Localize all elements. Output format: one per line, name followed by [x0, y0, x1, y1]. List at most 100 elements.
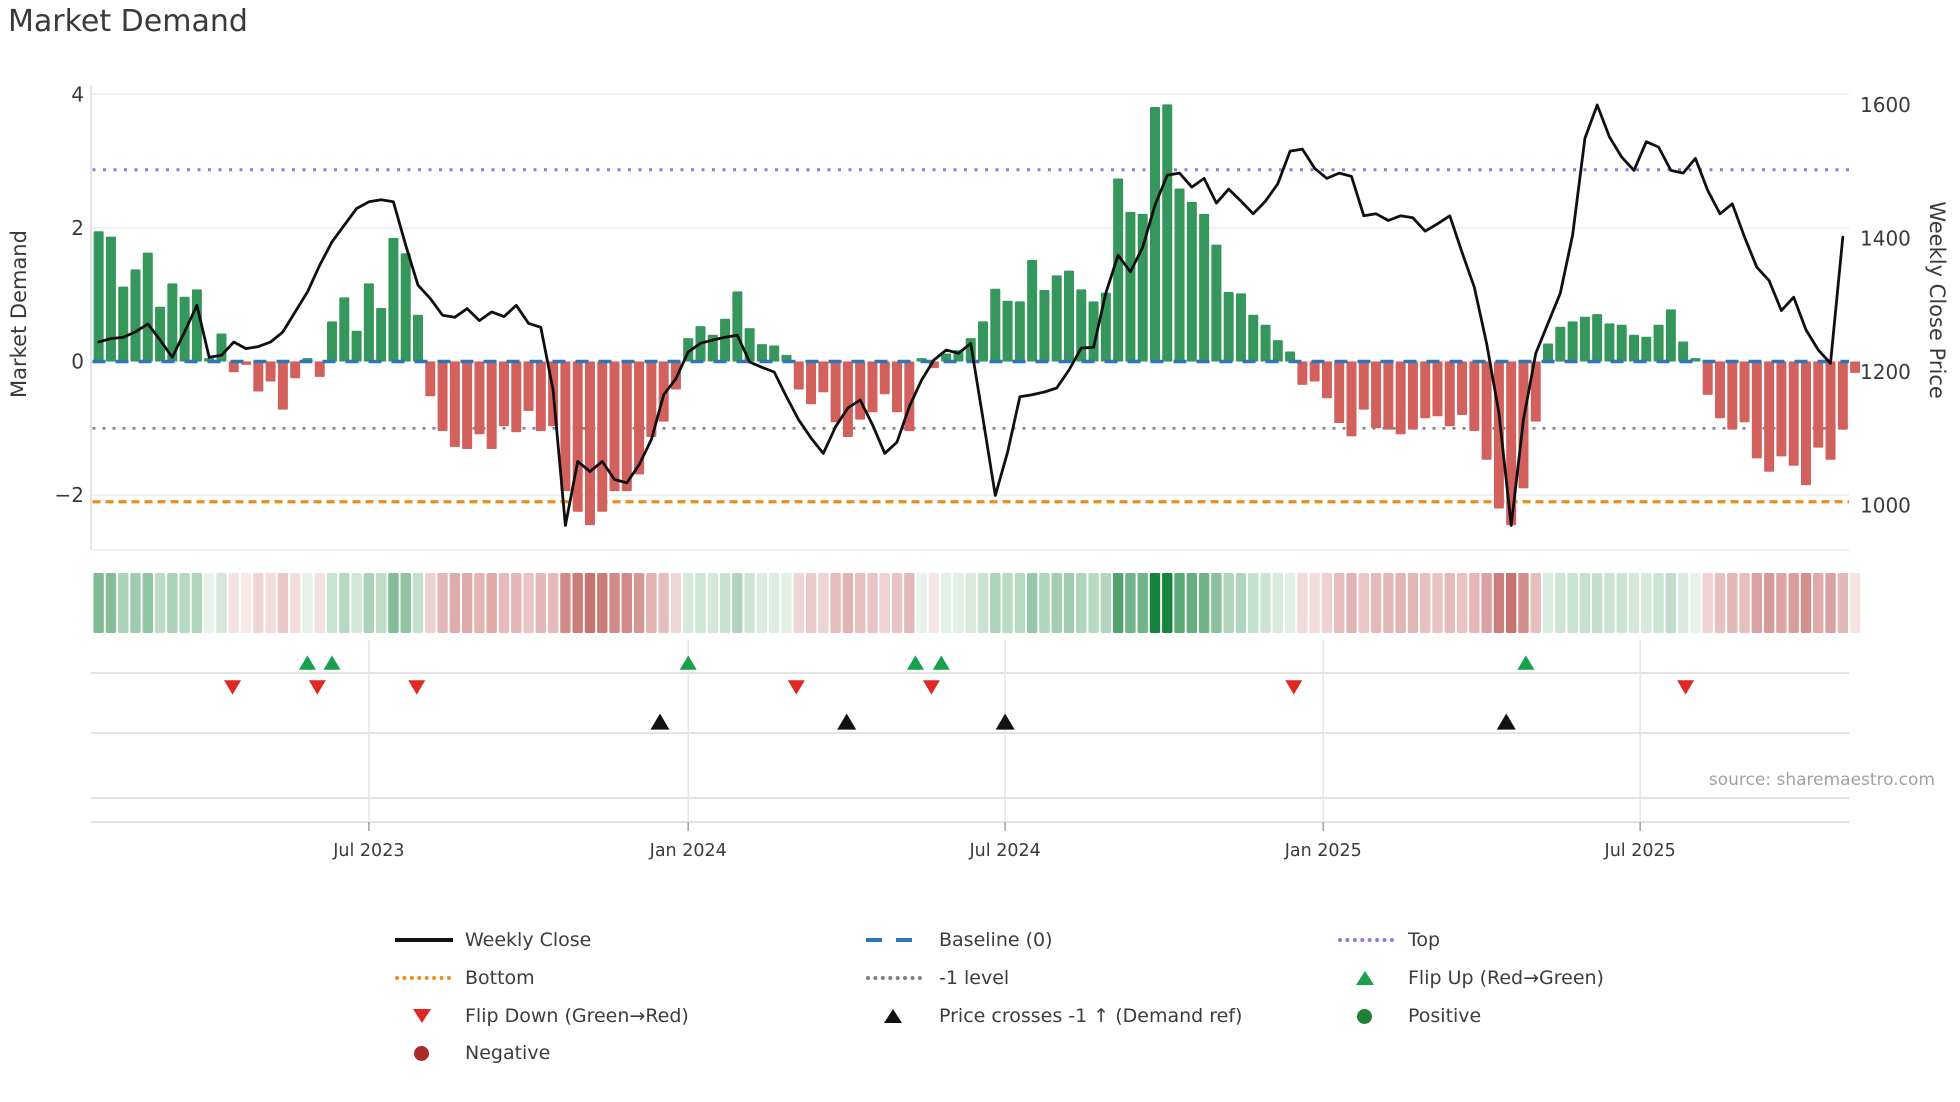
- heatmap-cell: [179, 573, 190, 633]
- heatmap-cell: [1763, 573, 1775, 633]
- heatmap-cell: [854, 573, 866, 633]
- demand-bar: [449, 361, 460, 448]
- demand-bar: [634, 361, 645, 475]
- heatmap-cell: [1788, 573, 1799, 633]
- legend-item-dotted-orange: Bottom: [465, 965, 535, 991]
- heatmap-cell: [904, 573, 915, 633]
- heatmap-cell: [1751, 573, 1763, 633]
- left-tick-label: 2: [71, 216, 84, 240]
- demand-bar: [793, 361, 804, 390]
- demand-bar: [425, 361, 436, 397]
- legend-label: Bottom: [465, 967, 535, 989]
- demand-bar: [646, 361, 657, 437]
- dotted-purple-swatch: [1338, 938, 1394, 942]
- heatmap-cell: [1051, 573, 1062, 633]
- demand-bar: [1063, 270, 1074, 362]
- demand-bar: [1813, 361, 1824, 448]
- legend-label: Price crosses -1 ↑ (Demand ref): [939, 1005, 1243, 1027]
- demand-bar: [1432, 361, 1443, 417]
- demand-bar: [511, 361, 522, 433]
- heatmap-cell: [253, 573, 264, 633]
- heatmap-cell: [1174, 573, 1185, 633]
- demand-bar: [118, 286, 129, 362]
- demand-bar: [560, 361, 571, 492]
- right-tick-label: 1200: [1860, 360, 1911, 384]
- demand-bar: [474, 361, 485, 435]
- demand-bar: [1334, 361, 1345, 423]
- heatmap-cell: [621, 573, 633, 633]
- heatmap-cell: [609, 573, 620, 633]
- heatmap-cell: [1162, 573, 1173, 633]
- source-credit: source: sharemaestro.com: [1708, 770, 1935, 790]
- heatmap-cell: [1063, 573, 1075, 633]
- demand-bar: [1235, 293, 1246, 362]
- heatmap-cell: [351, 573, 362, 633]
- left-tick-label: −2: [55, 483, 84, 507]
- heatmap-cell: [1555, 573, 1566, 633]
- heatmap-cell: [584, 573, 596, 633]
- demand-bar: [412, 314, 423, 362]
- heatmap-cell: [1505, 573, 1517, 633]
- flip-up-marker: [679, 655, 697, 670]
- heatmap-cell: [1542, 573, 1554, 633]
- heatmap-cell: [1284, 573, 1296, 633]
- legend-label: Weekly Close: [465, 929, 592, 951]
- demand-bar: [130, 269, 141, 362]
- demand-bar: [1592, 314, 1603, 362]
- demand-bar: [1653, 324, 1664, 362]
- demand-bar: [498, 361, 509, 427]
- demand-bar: [1248, 314, 1259, 362]
- heatmap-cell: [167, 573, 178, 633]
- demand-bar: [1125, 211, 1136, 362]
- heatmap-cell: [130, 573, 141, 633]
- heatmap-cell: [461, 573, 473, 633]
- heatmap-cell: [1518, 573, 1529, 633]
- heatmap-cell: [339, 573, 350, 633]
- heatmap-cell: [203, 573, 215, 633]
- heatmap-cell: [805, 573, 817, 633]
- left-tick-label: 4: [71, 82, 84, 106]
- heatmap-cell: [1444, 573, 1455, 633]
- legend-item-tri-down-red: Flip Down (Green→Red): [465, 1003, 689, 1029]
- legend-item-line-black: Weekly Close: [465, 927, 591, 953]
- demand-bar: [1223, 292, 1234, 362]
- heatmap-cell: [1849, 573, 1861, 633]
- heatmap-cell: [93, 573, 104, 633]
- demand-bar: [756, 344, 767, 362]
- dotted-gray-swatch: [866, 976, 922, 980]
- heatmap-cell: [1297, 573, 1308, 633]
- heatmap-cell: [1776, 573, 1787, 633]
- heatmap-cell: [891, 573, 903, 633]
- heatmap-cell: [977, 573, 989, 633]
- flip-down-marker: [922, 680, 940, 695]
- heatmap-cell: [1456, 573, 1468, 633]
- demand-bar: [1149, 106, 1160, 362]
- legend-label: Baseline (0): [939, 929, 1053, 951]
- heatmap-cell: [756, 573, 768, 633]
- x-tick-label: Jul 2024: [969, 841, 1041, 861]
- heatmap-cell: [670, 573, 682, 633]
- flip-down-marker: [224, 680, 242, 695]
- heatmap-cell: [1628, 573, 1640, 633]
- demand-bar: [1014, 301, 1025, 362]
- heatmap-cell: [1579, 573, 1591, 633]
- heatmap-cell: [486, 573, 497, 633]
- demand-bar: [1211, 244, 1222, 362]
- demand-bar: [597, 361, 608, 512]
- demand-bar: [572, 361, 583, 512]
- heatmap-cell: [633, 573, 645, 633]
- heatmap-cell: [1813, 573, 1824, 633]
- heatmap-cell: [118, 573, 129, 633]
- demand-bar: [142, 252, 153, 362]
- legend-label: Flip Down (Green→Red): [465, 1005, 689, 1027]
- demand-bar: [93, 231, 104, 362]
- legend-item-tri-up-black: Price crosses -1 ↑ (Demand ref): [939, 1003, 1242, 1029]
- demand-bar: [584, 361, 595, 526]
- heatmap-cell: [1088, 573, 1099, 633]
- heatmap-cell: [1223, 573, 1234, 633]
- demand-bar: [1678, 341, 1689, 362]
- legend-item-tri-up-green: Flip Up (Red→Green): [1408, 965, 1604, 991]
- demand-bar: [1690, 358, 1701, 362]
- heatmap-cell: [523, 573, 534, 633]
